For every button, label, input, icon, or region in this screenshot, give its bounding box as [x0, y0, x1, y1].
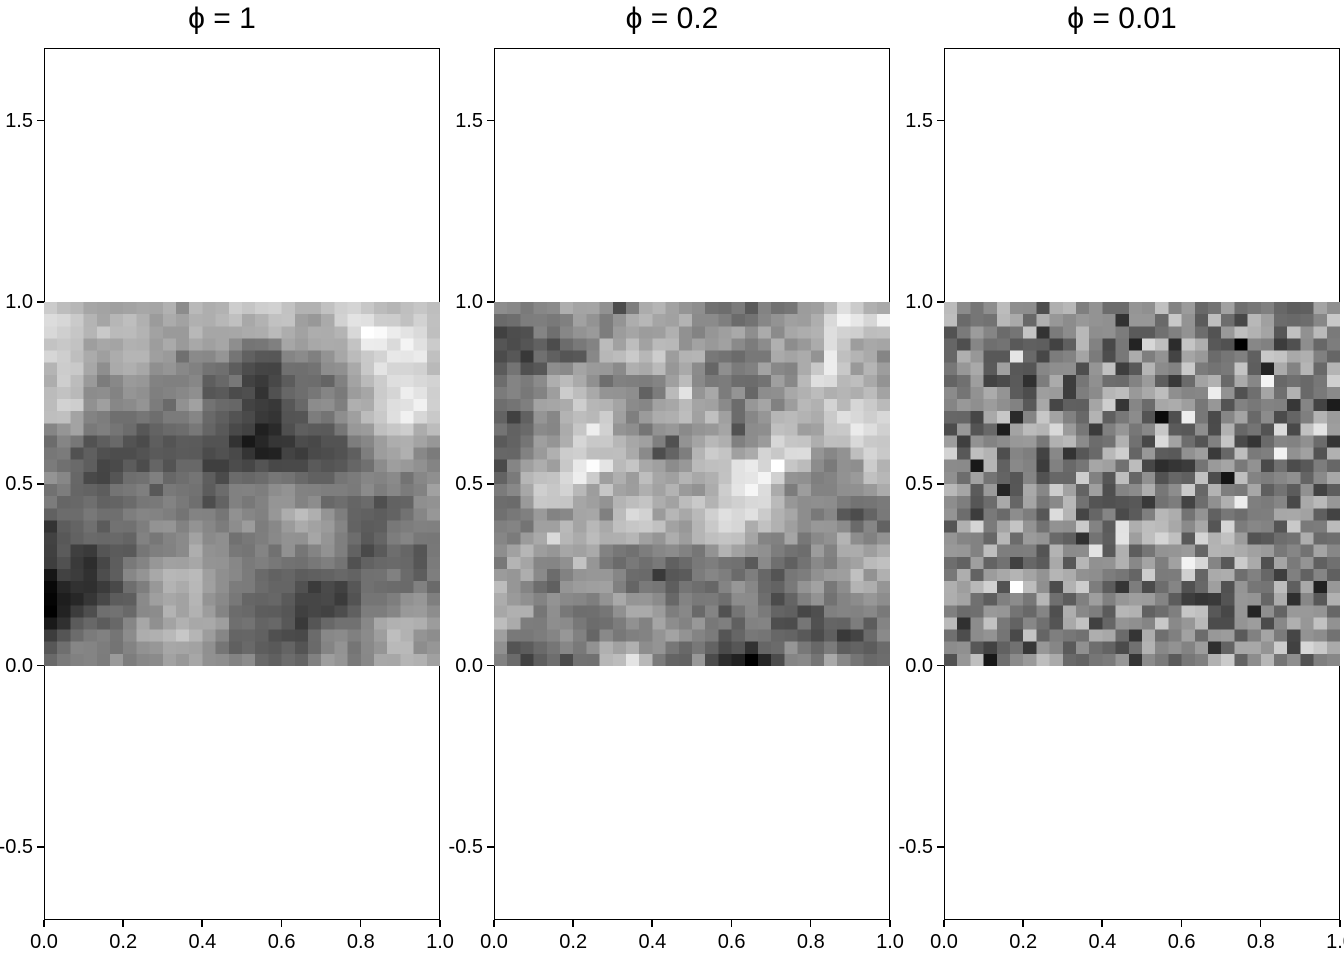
x-ticklabel: 0.4 — [632, 931, 672, 954]
x-tick — [1339, 920, 1341, 927]
x-ticklabel: 0.6 — [1162, 931, 1202, 954]
x-tick — [943, 920, 945, 927]
x-tick — [651, 920, 653, 927]
panel-phi-1: ϕ = 1-0.50.00.51.01.50.00.20.40.60.81.0 — [0, 0, 444, 960]
x-tick — [572, 920, 574, 927]
x-tick — [1022, 920, 1024, 927]
y-tick — [487, 120, 494, 122]
y-tick — [937, 483, 944, 485]
x-ticklabel: 1.0 — [1320, 931, 1344, 954]
x-tick — [360, 920, 362, 927]
x-tick — [281, 920, 283, 927]
heatmap — [44, 302, 440, 665]
y-tick — [487, 846, 494, 848]
y-tick — [37, 665, 44, 667]
panel-title: ϕ = 1 — [0, 2, 444, 36]
y-ticklabel: 1.0 — [5, 291, 33, 314]
heatmap — [944, 302, 1340, 665]
x-ticklabel: 0.0 — [474, 931, 514, 954]
y-tick — [487, 665, 494, 667]
x-ticklabel: 0.4 — [182, 931, 222, 954]
y-ticklabel: -0.5 — [899, 836, 933, 859]
x-tick — [201, 920, 203, 927]
y-ticklabel: 1.5 — [5, 110, 33, 133]
x-ticklabel: 0.0 — [24, 931, 64, 954]
x-ticklabel: 0.2 — [1003, 931, 1043, 954]
x-ticklabel: 0.4 — [1082, 931, 1122, 954]
panel-phi-0p2: ϕ = 0.2-0.50.00.51.01.50.00.20.40.60.81.… — [450, 0, 894, 960]
x-tick — [493, 920, 495, 927]
y-tick — [937, 846, 944, 848]
x-tick — [731, 920, 733, 927]
y-ticklabel: -0.5 — [0, 836, 33, 859]
figure-container: ϕ = 1-0.50.00.51.01.50.00.20.40.60.81.0ϕ… — [0, 0, 1344, 960]
x-tick — [1181, 920, 1183, 927]
y-ticklabel: 1.0 — [455, 291, 483, 314]
panel-phi-0p01: ϕ = 0.01 -0.5 0.0 0.5 1.0 1.5 0.0 0.2 0.4 0.6 0.8 1… — [900, 0, 1344, 960]
x-tick — [43, 920, 45, 927]
x-ticklabel: 0.6 — [712, 931, 752, 954]
x-ticklabel: 0.2 — [553, 931, 593, 954]
y-ticklabel: 0.0 — [455, 655, 483, 678]
y-ticklabel: 0.0 — [905, 655, 933, 678]
x-tick — [122, 920, 124, 927]
y-tick — [937, 665, 944, 667]
x-ticklabel: 0.8 — [791, 931, 831, 954]
y-tick — [487, 301, 494, 303]
y-ticklabel: 0.5 — [5, 473, 33, 496]
y-ticklabel: 1.5 — [905, 110, 933, 133]
y-ticklabel: 1.5 — [455, 110, 483, 133]
x-ticklabel: 0.0 — [924, 931, 964, 954]
x-ticklabel: 0.8 — [1241, 931, 1281, 954]
y-tick — [37, 301, 44, 303]
y-tick — [37, 846, 44, 848]
x-ticklabel: 0.8 — [341, 931, 381, 954]
y-tick — [37, 483, 44, 485]
x-tick — [889, 920, 891, 927]
panel-title: ϕ = 0.2 — [450, 2, 894, 36]
panel-title: ϕ = 0.01 — [900, 2, 1344, 36]
x-tick — [439, 920, 441, 927]
heatmap — [494, 302, 890, 665]
y-tick — [487, 483, 494, 485]
y-tick — [937, 301, 944, 303]
x-tick — [1260, 920, 1262, 927]
y-ticklabel: 0.0 — [5, 655, 33, 678]
x-tick — [810, 920, 812, 927]
x-tick — [1101, 920, 1103, 927]
y-ticklabel: 0.5 — [455, 473, 483, 496]
y-ticklabel: 0.5 — [905, 473, 933, 496]
y-tick — [937, 120, 944, 122]
y-ticklabel: -0.5 — [449, 836, 483, 859]
y-tick — [37, 120, 44, 122]
y-ticklabel: 1.0 — [905, 291, 933, 314]
x-ticklabel: 0.6 — [262, 931, 302, 954]
x-ticklabel: 0.2 — [103, 931, 143, 954]
